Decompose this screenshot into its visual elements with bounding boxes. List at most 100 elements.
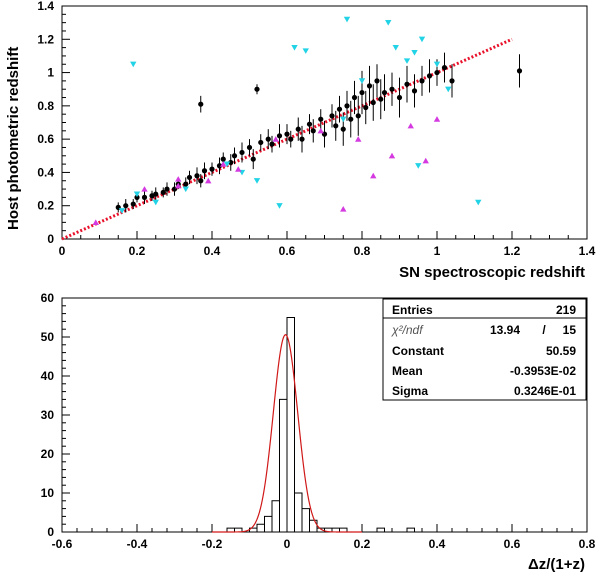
data-point-cyan-triangle <box>392 45 399 51</box>
data-point-black <box>299 136 305 142</box>
data-point-black <box>329 113 335 119</box>
data-point-black <box>269 141 275 147</box>
data-point-black <box>449 78 455 84</box>
stats-box-frame <box>382 298 587 401</box>
scatter-y-tick-label: 1.2 <box>37 32 54 46</box>
data-point-black <box>404 81 410 87</box>
data-point-black <box>141 194 148 200</box>
data-point-magenta-triangle <box>355 136 362 142</box>
data-point-black <box>348 116 354 122</box>
data-point-black <box>123 203 129 209</box>
data-point-black <box>426 73 433 79</box>
data-point-black <box>381 89 388 96</box>
scatter-y-axis-label: Host photometric redshift <box>5 47 22 230</box>
data-point-black <box>258 139 264 146</box>
stats-ndf-value: 15 <box>563 323 577 337</box>
data-point-black <box>254 86 260 92</box>
histogram-y-tick-label: 60 <box>41 291 55 305</box>
data-point-black <box>284 131 290 137</box>
data-point-magenta-triangle <box>220 161 227 167</box>
data-point-cyan-triangle <box>433 61 441 68</box>
data-point-cyan-triangle <box>411 50 418 56</box>
histogram-x-tick-label: -0.2 <box>202 537 223 551</box>
data-point-cyan-triangle <box>445 86 452 93</box>
data-point-black <box>164 186 170 192</box>
data-point-cyan-triangle <box>253 178 261 184</box>
data-point-black <box>186 174 193 181</box>
data-point-black <box>434 69 440 76</box>
data-point-magenta-triangle <box>175 176 182 182</box>
data-point-black <box>198 178 204 184</box>
gaussian-fit-curve <box>212 334 362 533</box>
data-point-cyan-triangle <box>152 199 159 206</box>
data-point-black <box>389 86 395 92</box>
histogram-x-tick-label: 0.8 <box>579 537 596 551</box>
data-point-cyan-triangle <box>133 191 141 198</box>
data-point-magenta-triangle <box>272 136 279 142</box>
data-point-black <box>336 106 343 112</box>
scatter-points <box>92 16 523 225</box>
stats-sigma-value: 0.3246E-01 <box>514 384 576 398</box>
histogram-y-ticks: 0 10 20 30 40 50 60 <box>41 291 70 539</box>
data-point-cyan-triangle <box>223 161 231 168</box>
data-point-black <box>246 144 253 151</box>
data-point-magenta-triangle <box>388 152 396 159</box>
data-point-black <box>359 89 365 96</box>
histogram-x-tick-label: -0.4 <box>127 537 148 551</box>
data-point-black <box>295 126 301 132</box>
data-point-black <box>183 181 189 187</box>
data-point-black <box>194 173 200 179</box>
scatter-x-ticks: 0 0.2 0.4 0.6 0.8 1 1.2 1.4 <box>59 231 596 258</box>
data-point-cyan-triangle <box>358 78 366 84</box>
data-point-cyan-triangle <box>302 48 309 54</box>
data-point-black <box>411 88 418 94</box>
scatter-y-tick-label: 0 <box>47 232 54 246</box>
data-point-cyan-triangle <box>118 208 126 214</box>
data-point-cyan-triangle <box>418 36 426 43</box>
data-point-black <box>276 133 283 139</box>
histogram-x-tick-label: 0.6 <box>504 537 521 551</box>
data-point-black <box>370 99 376 106</box>
data-point-magenta-triangle <box>141 186 148 192</box>
data-point-cyan-triangle <box>343 16 351 23</box>
stats-sigma-label: Sigma <box>392 384 428 398</box>
data-point-black <box>239 149 245 156</box>
histogram-x-tick-label: 0 <box>284 537 291 551</box>
scatter-y-ticks: 0 0.2 0.4 0.6 0.8 1 1.2 1.4 <box>37 0 70 246</box>
data-point-magenta-triangle <box>235 166 242 172</box>
scatter-x-tick-label: 1 <box>434 244 441 258</box>
histogram-y-tick-label: 40 <box>41 369 55 383</box>
scatter-y-tick-label: 0.8 <box>37 99 54 113</box>
histogram-y-tick-label: 10 <box>41 486 55 500</box>
data-point-black <box>310 128 316 134</box>
histogram-x-tick-label: 0.4 <box>429 537 446 551</box>
data-point-magenta-triangle <box>92 219 99 225</box>
scatter-x-tick-label: 0.6 <box>279 244 296 258</box>
data-point-magenta-triangle <box>175 182 182 189</box>
histogram-y-tick-label: 20 <box>41 447 55 461</box>
data-point-magenta-triangle <box>433 116 441 122</box>
stats-constant-value: 50.59 <box>546 344 576 358</box>
stats-entries-value: 219 <box>556 303 576 317</box>
data-point-black <box>374 78 380 84</box>
scatter-x-tick-label: 0.4 <box>204 244 221 258</box>
data-point-black <box>288 136 294 142</box>
data-point-black <box>333 123 339 129</box>
histogram-x-tick-label: 0.2 <box>354 537 371 551</box>
data-point-black <box>351 94 358 101</box>
stats-chi2-value: 13.94 <box>490 323 520 337</box>
data-point-black <box>318 116 324 122</box>
data-point-black <box>216 163 223 169</box>
data-point-black <box>130 201 136 207</box>
data-point-black <box>153 191 159 197</box>
data-point-black <box>160 189 166 195</box>
histogram-y-tick-label: 0 <box>47 525 54 539</box>
data-point-cyan-triangle <box>130 61 137 68</box>
data-point-magenta-triangle <box>407 122 414 129</box>
stats-constant-label: Constant <box>392 344 444 358</box>
scatter-y-tick-label: 1 <box>47 66 54 80</box>
histogram-y-tick-label: 30 <box>41 408 55 422</box>
stats-chi2-slash: / <box>542 323 546 337</box>
scatter-x-tick-label: 0.8 <box>354 244 371 258</box>
